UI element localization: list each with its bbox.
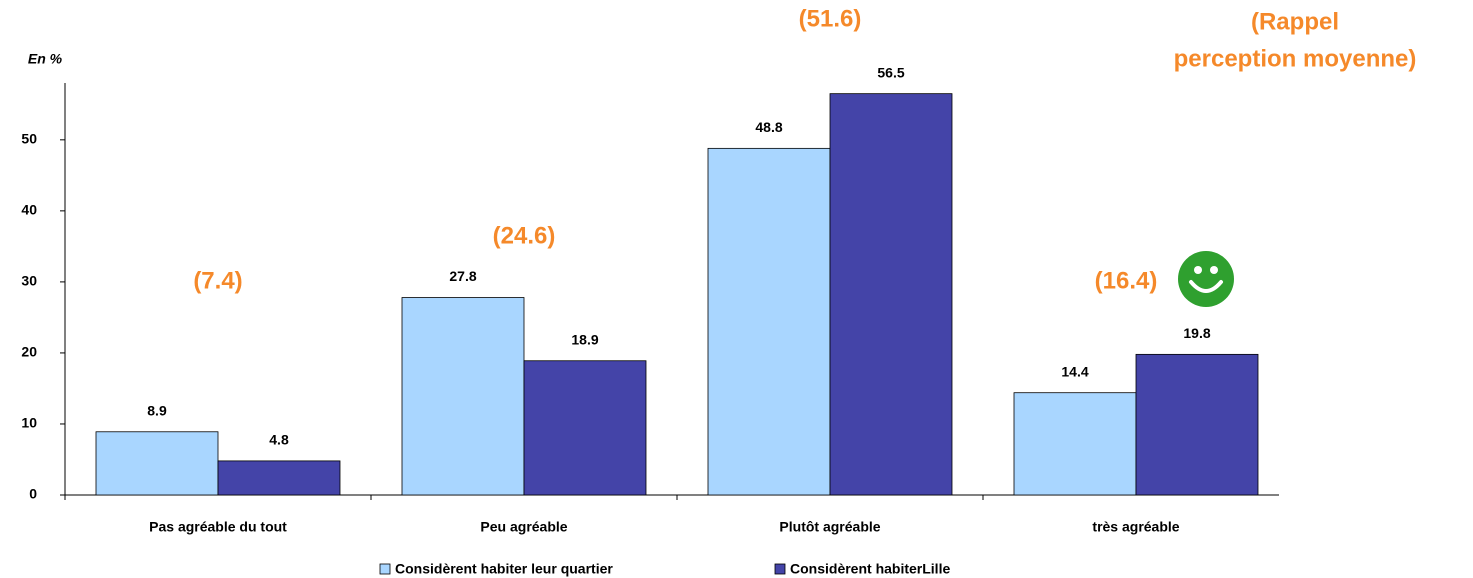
legend-label: Considèrent habiter leur quartier [395, 561, 613, 577]
bar [217, 460, 341, 496]
x-tick-label: Plutôt agréable [779, 519, 880, 535]
bar [1135, 353, 1259, 496]
reference-title: (Rappel [1251, 8, 1339, 35]
bar [523, 360, 647, 496]
bar [707, 147, 831, 496]
reference-title: perception moyenne) [1174, 45, 1417, 72]
legend-swatch [379, 563, 391, 575]
x-tick-label: Peu agréable [480, 519, 567, 535]
value-label: 4.8 [269, 432, 289, 448]
x-tick-label: très agréable [1092, 519, 1179, 535]
y-tick-label: 40 [21, 202, 37, 218]
bar [95, 431, 219, 496]
value-label: 8.9 [147, 402, 167, 418]
reference-label: (24.6) [493, 222, 556, 249]
legend-swatch [774, 563, 786, 575]
x-tick-label: Pas agréable du tout [149, 519, 287, 535]
reference-label: (16.4) [1095, 267, 1158, 294]
reference-label: (51.6) [799, 5, 862, 32]
value-label: 48.8 [755, 119, 782, 135]
reference-label: (7.4) [193, 267, 242, 294]
value-label: 19.8 [1183, 325, 1210, 341]
y-tick-label: 50 [21, 131, 37, 147]
y-tick-label: 0 [29, 486, 37, 502]
y-tick-label: 10 [21, 415, 37, 431]
value-label: 14.4 [1061, 363, 1088, 379]
y-tick-label: 20 [21, 344, 37, 360]
y-axis-label: En % [28, 51, 63, 67]
value-label: 56.5 [877, 64, 904, 80]
bar [1013, 392, 1137, 496]
legend-label: Considèrent habiterLille [790, 561, 950, 577]
value-label: 27.8 [449, 268, 476, 284]
value-label: 18.9 [571, 331, 598, 347]
bar [401, 297, 525, 496]
y-tick-label: 30 [21, 273, 37, 289]
bar [829, 93, 953, 496]
smiley [1178, 251, 1234, 307]
